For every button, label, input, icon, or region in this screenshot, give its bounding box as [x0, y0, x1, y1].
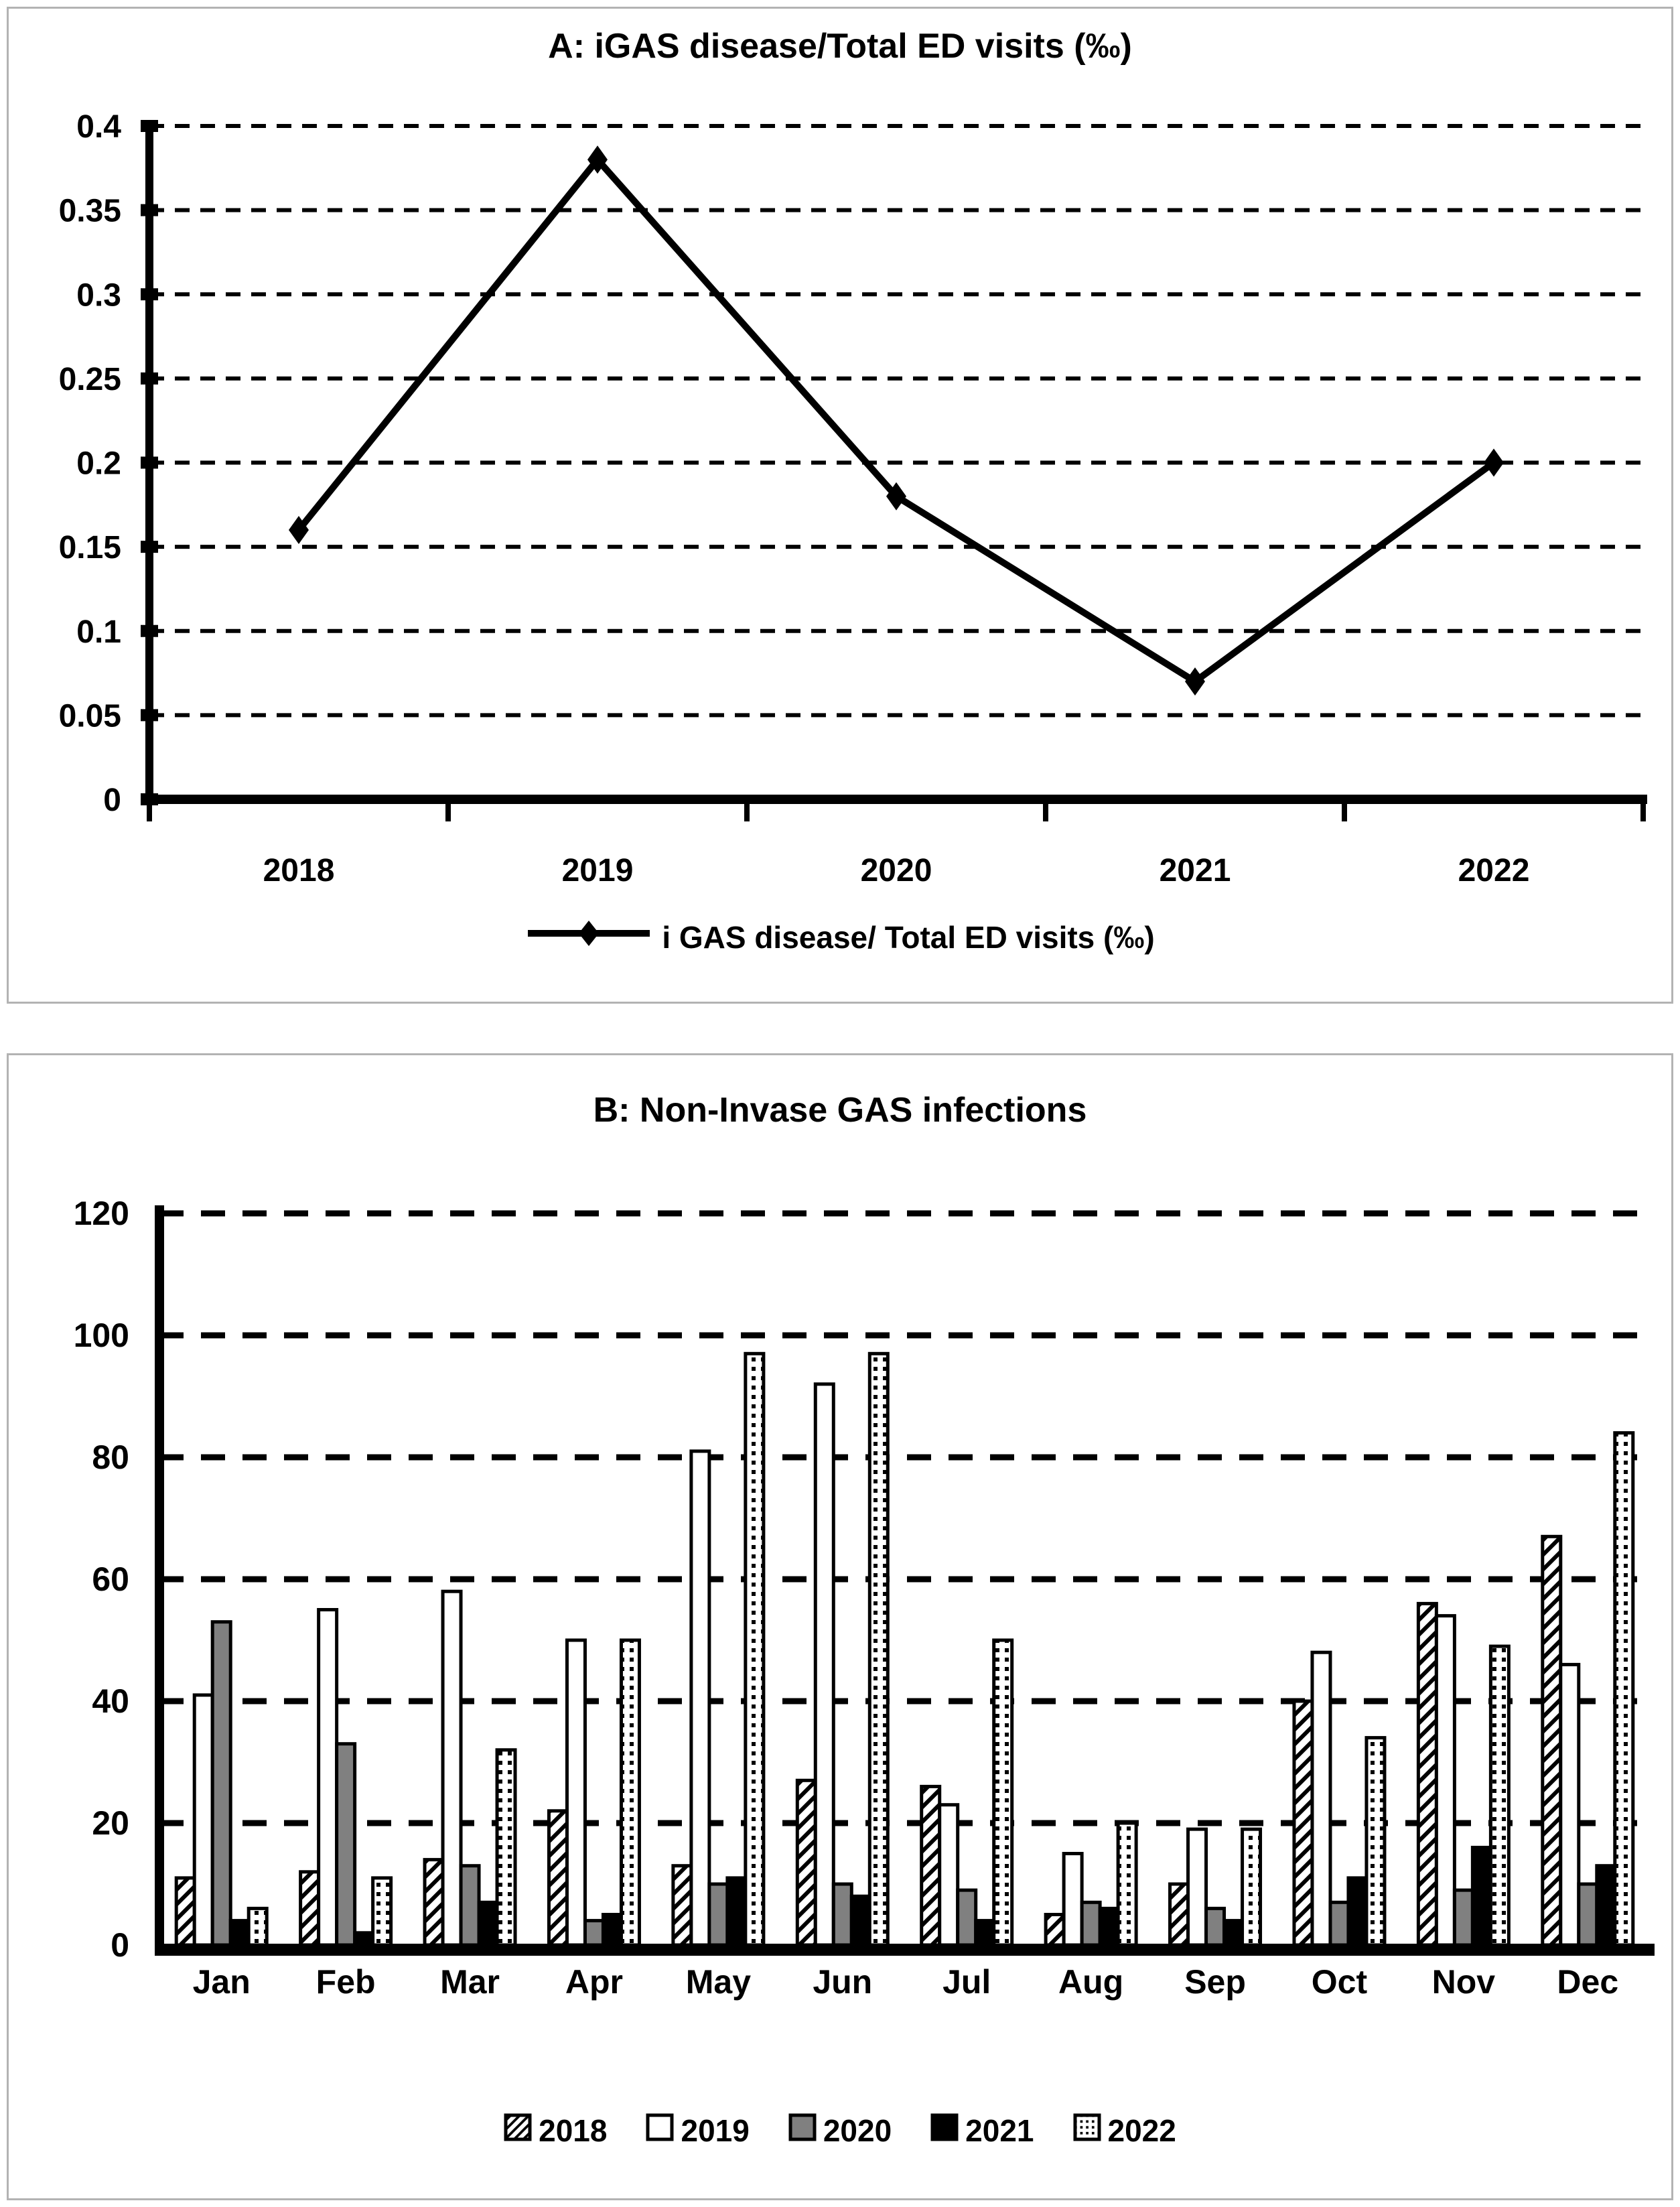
svg-text:Aug: Aug: [1058, 1963, 1123, 2001]
igas-line-chart: 0 0.05 0.1 0.15 0.2 0.25 0.3 0.35 0.4 2018 2019 202…: [59, 109, 1647, 888]
diamond-markers: [289, 145, 1504, 696]
svg-text:Jul: Jul: [942, 1963, 991, 2001]
svg-text:20: 20: [92, 1804, 129, 1842]
svg-text:0.1: 0.1: [76, 614, 121, 650]
y-tick-labels-a: 0 0.05 0.1 0.15 0.2 0.25 0.3 0.35 0.4: [59, 109, 122, 818]
svg-text:2020: 2020: [861, 853, 932, 888]
axis-ticks-a: [141, 120, 1646, 821]
svg-text:0.15: 0.15: [59, 530, 121, 565]
x-axis-b: [155, 1944, 1655, 1956]
svg-text:0: 0: [111, 1926, 129, 1964]
panel-a-legend: i GAS disease/ Total ED visits (‰): [9, 919, 1671, 955]
svg-text:Sep: Sep: [1184, 1963, 1246, 2001]
legend-item-2019: 2019: [646, 2113, 750, 2149]
svg-text:2021: 2021: [1160, 853, 1231, 888]
igas-rate-line: [296, 156, 1496, 685]
panel-b-title: B: Non-Invase GAS infections: [593, 1091, 1087, 1130]
legend-item-2018: 2018: [504, 2113, 607, 2149]
panel-a-title: A: iGAS disease/Total ED visits (‰): [548, 27, 1132, 66]
bars-2020: [210, 1620, 1599, 1947]
svg-text:2022: 2022: [1458, 853, 1530, 888]
legend-label: 2019: [681, 2113, 750, 2148]
legend-item-2020: 2020: [788, 2113, 892, 2149]
svg-text:Jan: Jan: [193, 1963, 251, 2001]
y-axis-b: [155, 1205, 164, 1945]
legend-swatch-fine-dots: [1073, 2113, 1101, 2149]
y-tick-labels-b: 0 20 40 60 80 100 120: [74, 1195, 129, 1964]
svg-text:Nov: Nov: [1432, 1963, 1496, 2001]
svg-text:0.4: 0.4: [76, 109, 121, 145]
svg-text:0.35: 0.35: [59, 194, 121, 229]
svg-text:2018: 2018: [263, 853, 335, 888]
x-axis-a: [145, 795, 1647, 804]
legend-swatch-solid-gray: [788, 2113, 817, 2149]
svg-text:0.05: 0.05: [59, 698, 121, 734]
svg-text:Feb: Feb: [316, 1963, 376, 2001]
legend-label: 2018: [539, 2113, 608, 2148]
legend-item-2022: 2022: [1073, 2113, 1176, 2149]
panel-a-line-chart: A: iGAS disease/Total ED visits (‰) 0 0.0…: [7, 7, 1673, 1004]
legend-swatch-plain-white: [646, 2113, 674, 2149]
legend-swatch-diagonal-hatch: [504, 2113, 532, 2149]
panel-a-legend-label: i GAS disease/ Total ED visits (‰): [662, 919, 1155, 955]
svg-text:Apr: Apr: [565, 1963, 623, 2001]
panel-b-legend: 2018 2019 2020 2021 2022: [9, 2113, 1671, 2149]
svg-text:120: 120: [74, 1195, 129, 1232]
legend-label: 2022: [1107, 2113, 1176, 2148]
svg-text:0.2: 0.2: [76, 446, 121, 482]
svg-text:0.3: 0.3: [76, 277, 121, 313]
legend-swatch-solid-black: [930, 2113, 959, 2149]
svg-text:60: 60: [92, 1560, 129, 1598]
svg-text:Jun: Jun: [813, 1963, 872, 2001]
svg-text:0: 0: [103, 783, 121, 818]
legend-label: 2020: [823, 2113, 892, 2148]
line-diamond-marker-icon: [525, 919, 652, 955]
gridlines-a: [149, 124, 1643, 718]
bars-2021: [228, 1845, 1617, 1947]
svg-text:0.25: 0.25: [59, 362, 121, 397]
svg-text:Oct: Oct: [1312, 1963, 1368, 2001]
x-tick-labels-a: 2018 2019 2020 2021 2022: [263, 853, 1530, 888]
bars-2022: [247, 1351, 1635, 1947]
svg-text:40: 40: [92, 1682, 129, 1720]
svg-text:May: May: [686, 1963, 751, 2001]
gas-bar-chart: 0 20 40 60 80 100 120 Jan Feb Mar Apr May Jun Jul Aug S…: [74, 1195, 1655, 2001]
x-tick-labels-b: Jan Feb Mar Apr May Jun Jul Aug Sep Oct Nov Dec: [193, 1963, 1619, 2001]
svg-text:Mar: Mar: [440, 1963, 500, 2001]
svg-text:80: 80: [92, 1439, 129, 1476]
svg-text:100: 100: [74, 1317, 129, 1354]
legend-label: 2021: [965, 2113, 1034, 2148]
legend-item-2021: 2021: [930, 2113, 1034, 2149]
bars-2019: [192, 1382, 1581, 1947]
svg-text:Dec: Dec: [1557, 1963, 1618, 2001]
panel-b-bar-chart: B: Non-Invase GAS infections 0 20 40 60 80 10…: [7, 1053, 1673, 2200]
svg-text:2019: 2019: [562, 853, 634, 888]
